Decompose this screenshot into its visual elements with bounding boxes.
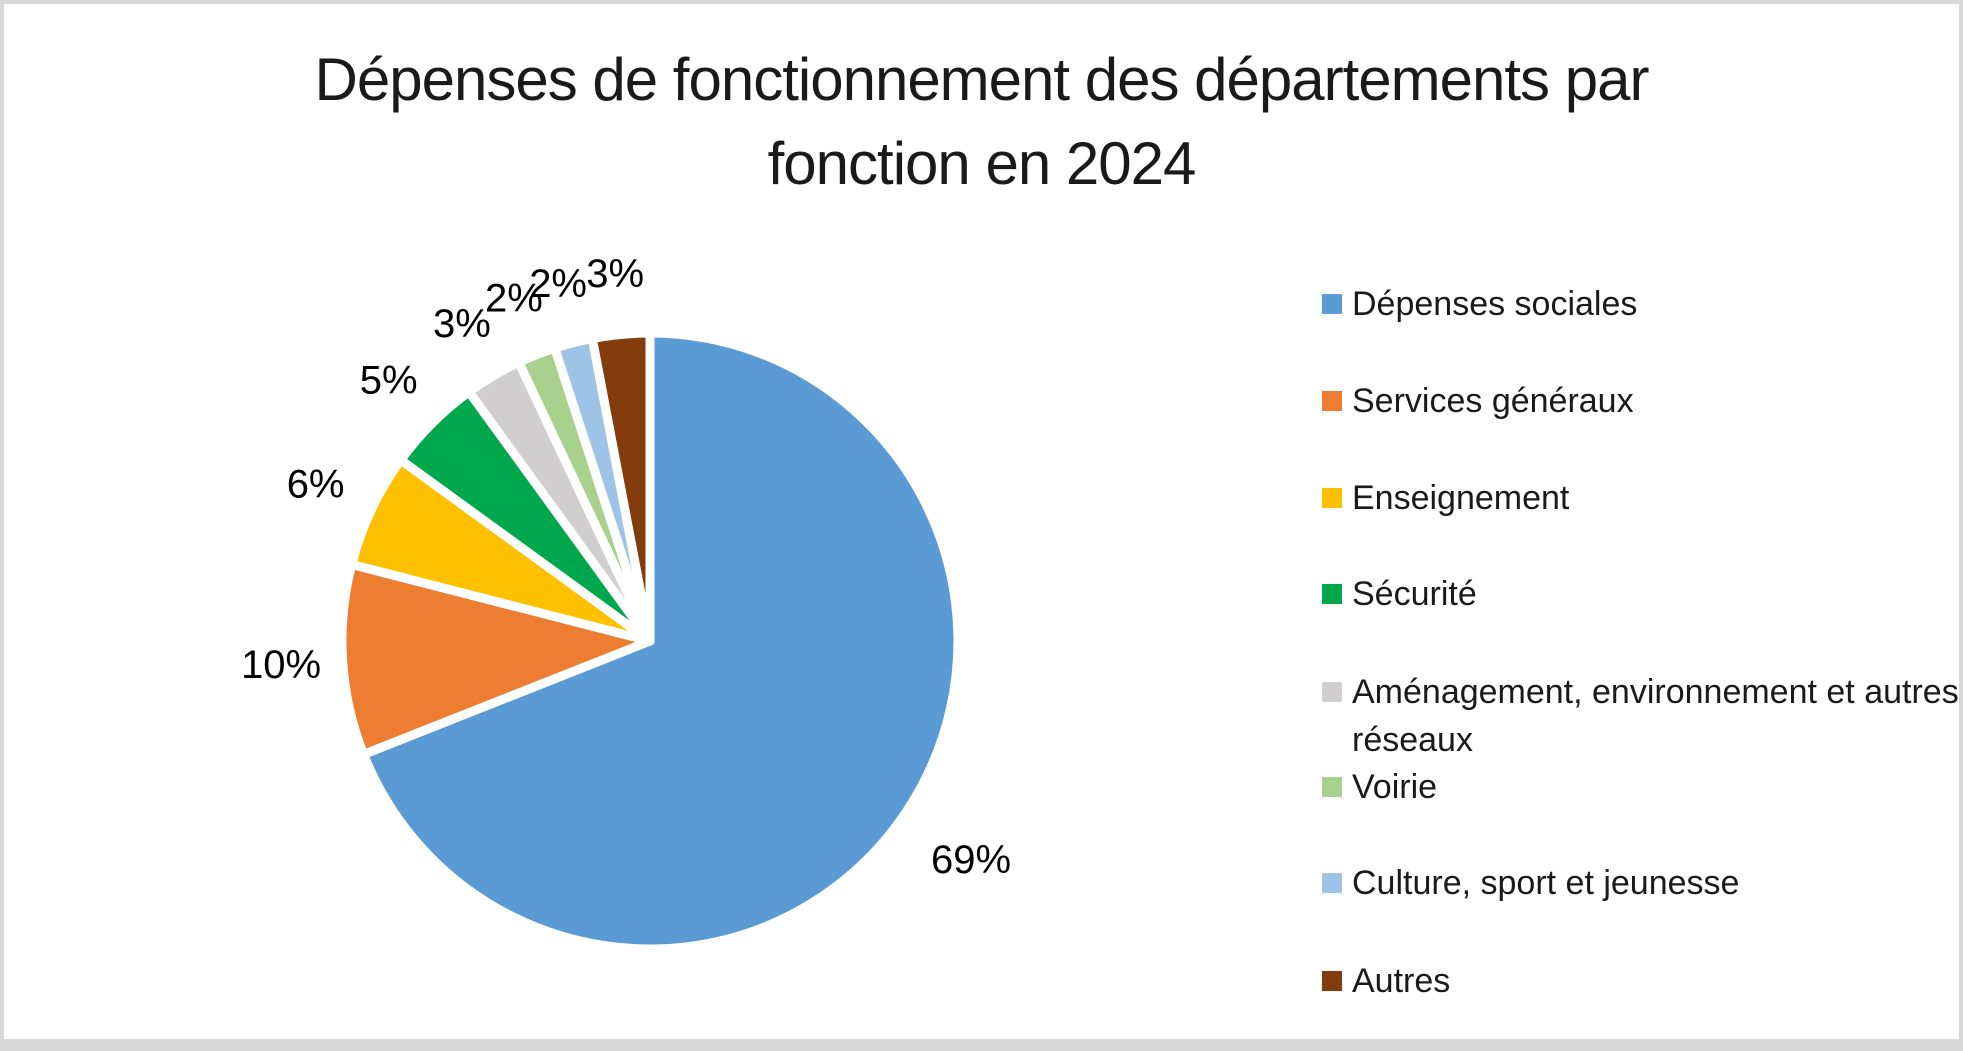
legend-item-4: Aménagement, environnement et autres rés… xyxy=(1322,668,1959,764)
legend-label: Sécurité xyxy=(1352,575,1477,613)
legend-item-0: Dépenses sociales xyxy=(1322,280,1959,328)
legend-item-5: Voirie xyxy=(1322,763,1959,811)
legend-swatch-icon xyxy=(1322,294,1342,314)
legend-swatch-icon xyxy=(1322,682,1342,702)
legend-item-3: Sécurité xyxy=(1322,570,1959,618)
legend-label: Services généraux xyxy=(1352,382,1634,420)
legend-swatch-icon xyxy=(1322,777,1342,797)
pie-data-label-3: 5% xyxy=(360,359,418,403)
legend-swatch-icon xyxy=(1322,873,1342,893)
pie-chart: 69%10%6%5%3%2%2% 3% xyxy=(241,252,1011,954)
legend-label: Autres xyxy=(1352,962,1451,1000)
pie-data-label-5: 2% xyxy=(485,276,543,320)
legend-swatch-icon xyxy=(1322,488,1342,508)
legend-label: Culture, sport et jeunesse xyxy=(1352,864,1740,902)
pie-slice-7 xyxy=(587,328,655,646)
pie-data-label-4: 3% xyxy=(433,302,491,346)
legend: Dépenses sociales Services généraux Enseig… xyxy=(1322,4,1959,1039)
legend-swatch-icon xyxy=(1322,391,1342,411)
legend-item-6: Culture, sport et jeunesse xyxy=(1322,859,1959,907)
pie-data-label-7: 3% xyxy=(586,252,644,296)
legend-swatch-icon xyxy=(1322,971,1342,991)
legend-item-1: Services généraux xyxy=(1322,377,1959,425)
pie-slice-1 xyxy=(337,559,655,759)
legend-item-2: Enseignement xyxy=(1322,474,1959,522)
pie-slice-0 xyxy=(359,328,963,954)
legend-swatch-icon xyxy=(1322,584,1342,604)
legend-label: Aménagement, environnement et autres rés… xyxy=(1352,673,1959,759)
pie-data-label-2: 6% xyxy=(287,463,345,507)
pie-data-label-6: 2% xyxy=(529,262,587,306)
pie-data-label-1: 10% xyxy=(241,643,321,687)
chart-title-line2: fonction en 2024 xyxy=(767,130,1197,197)
legend-label: Enseignement xyxy=(1352,479,1570,517)
legend-label: Dépenses sociales xyxy=(1352,285,1638,323)
pie-data-label-0: 69% xyxy=(931,838,1011,882)
chart-title: Dépenses de fonctionnement des départeme… xyxy=(4,38,1959,206)
legend-label: Voirie xyxy=(1352,768,1438,806)
legend-item-7: Autres xyxy=(1322,957,1959,1005)
chart-title-line1: Dépenses de fonctionnement des départeme… xyxy=(314,46,1650,113)
